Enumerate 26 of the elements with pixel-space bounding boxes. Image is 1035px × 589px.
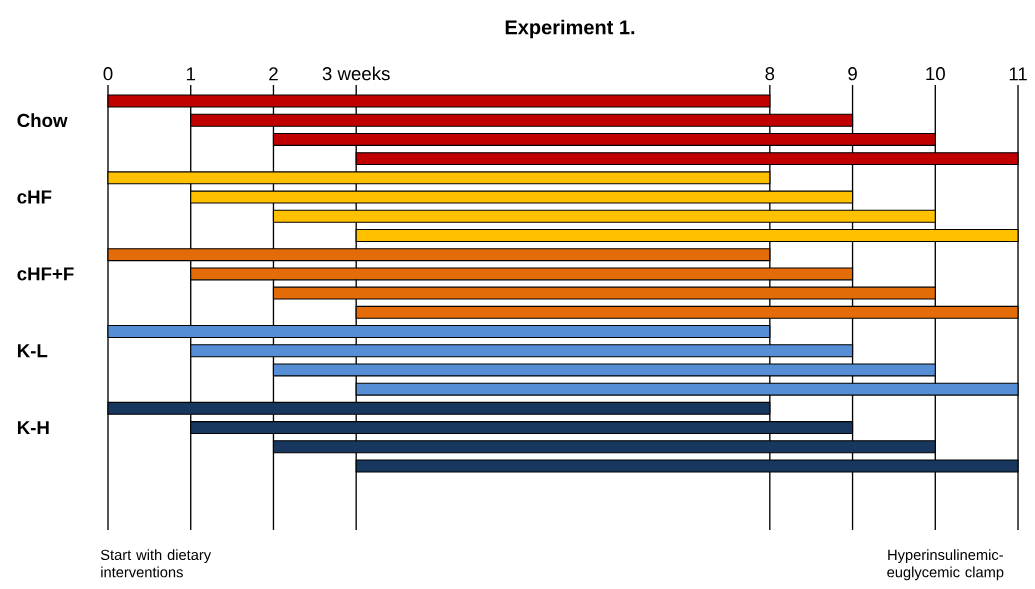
text: Hyperinsulinemic-euglycemic clamp [887,549,1004,581]
y-tick-label: cHF [17,190,52,204]
bar [272,440,936,454]
x-tick-label: 2 [269,67,278,81]
text: Start with dietary interventions [100,549,212,578]
bar [272,286,936,300]
y-tick-label: Chow [17,113,68,128]
x-tick-label: 8 [765,67,775,81]
x-tick-label: 9 [848,67,857,81]
bar [190,190,854,204]
bar [190,421,854,435]
bar [272,363,936,377]
bar [272,209,936,223]
y-tick-label: cHF+F [17,267,74,281]
x-tick-label: 3 weeks [322,66,390,81]
y-tick-label: K-L [17,344,48,358]
bar [272,132,936,146]
x-tick-label: 11 [1009,67,1027,81]
x-tick-label: 10 [926,67,945,81]
bar [190,344,854,358]
chart-title: Experiment 1. [505,19,635,39]
bar [190,267,854,281]
x-tick-label: 1 [186,67,196,81]
x-tick-label: 0 [103,67,113,81]
y-tick-label: K-H [17,421,49,434]
bar [190,113,854,127]
